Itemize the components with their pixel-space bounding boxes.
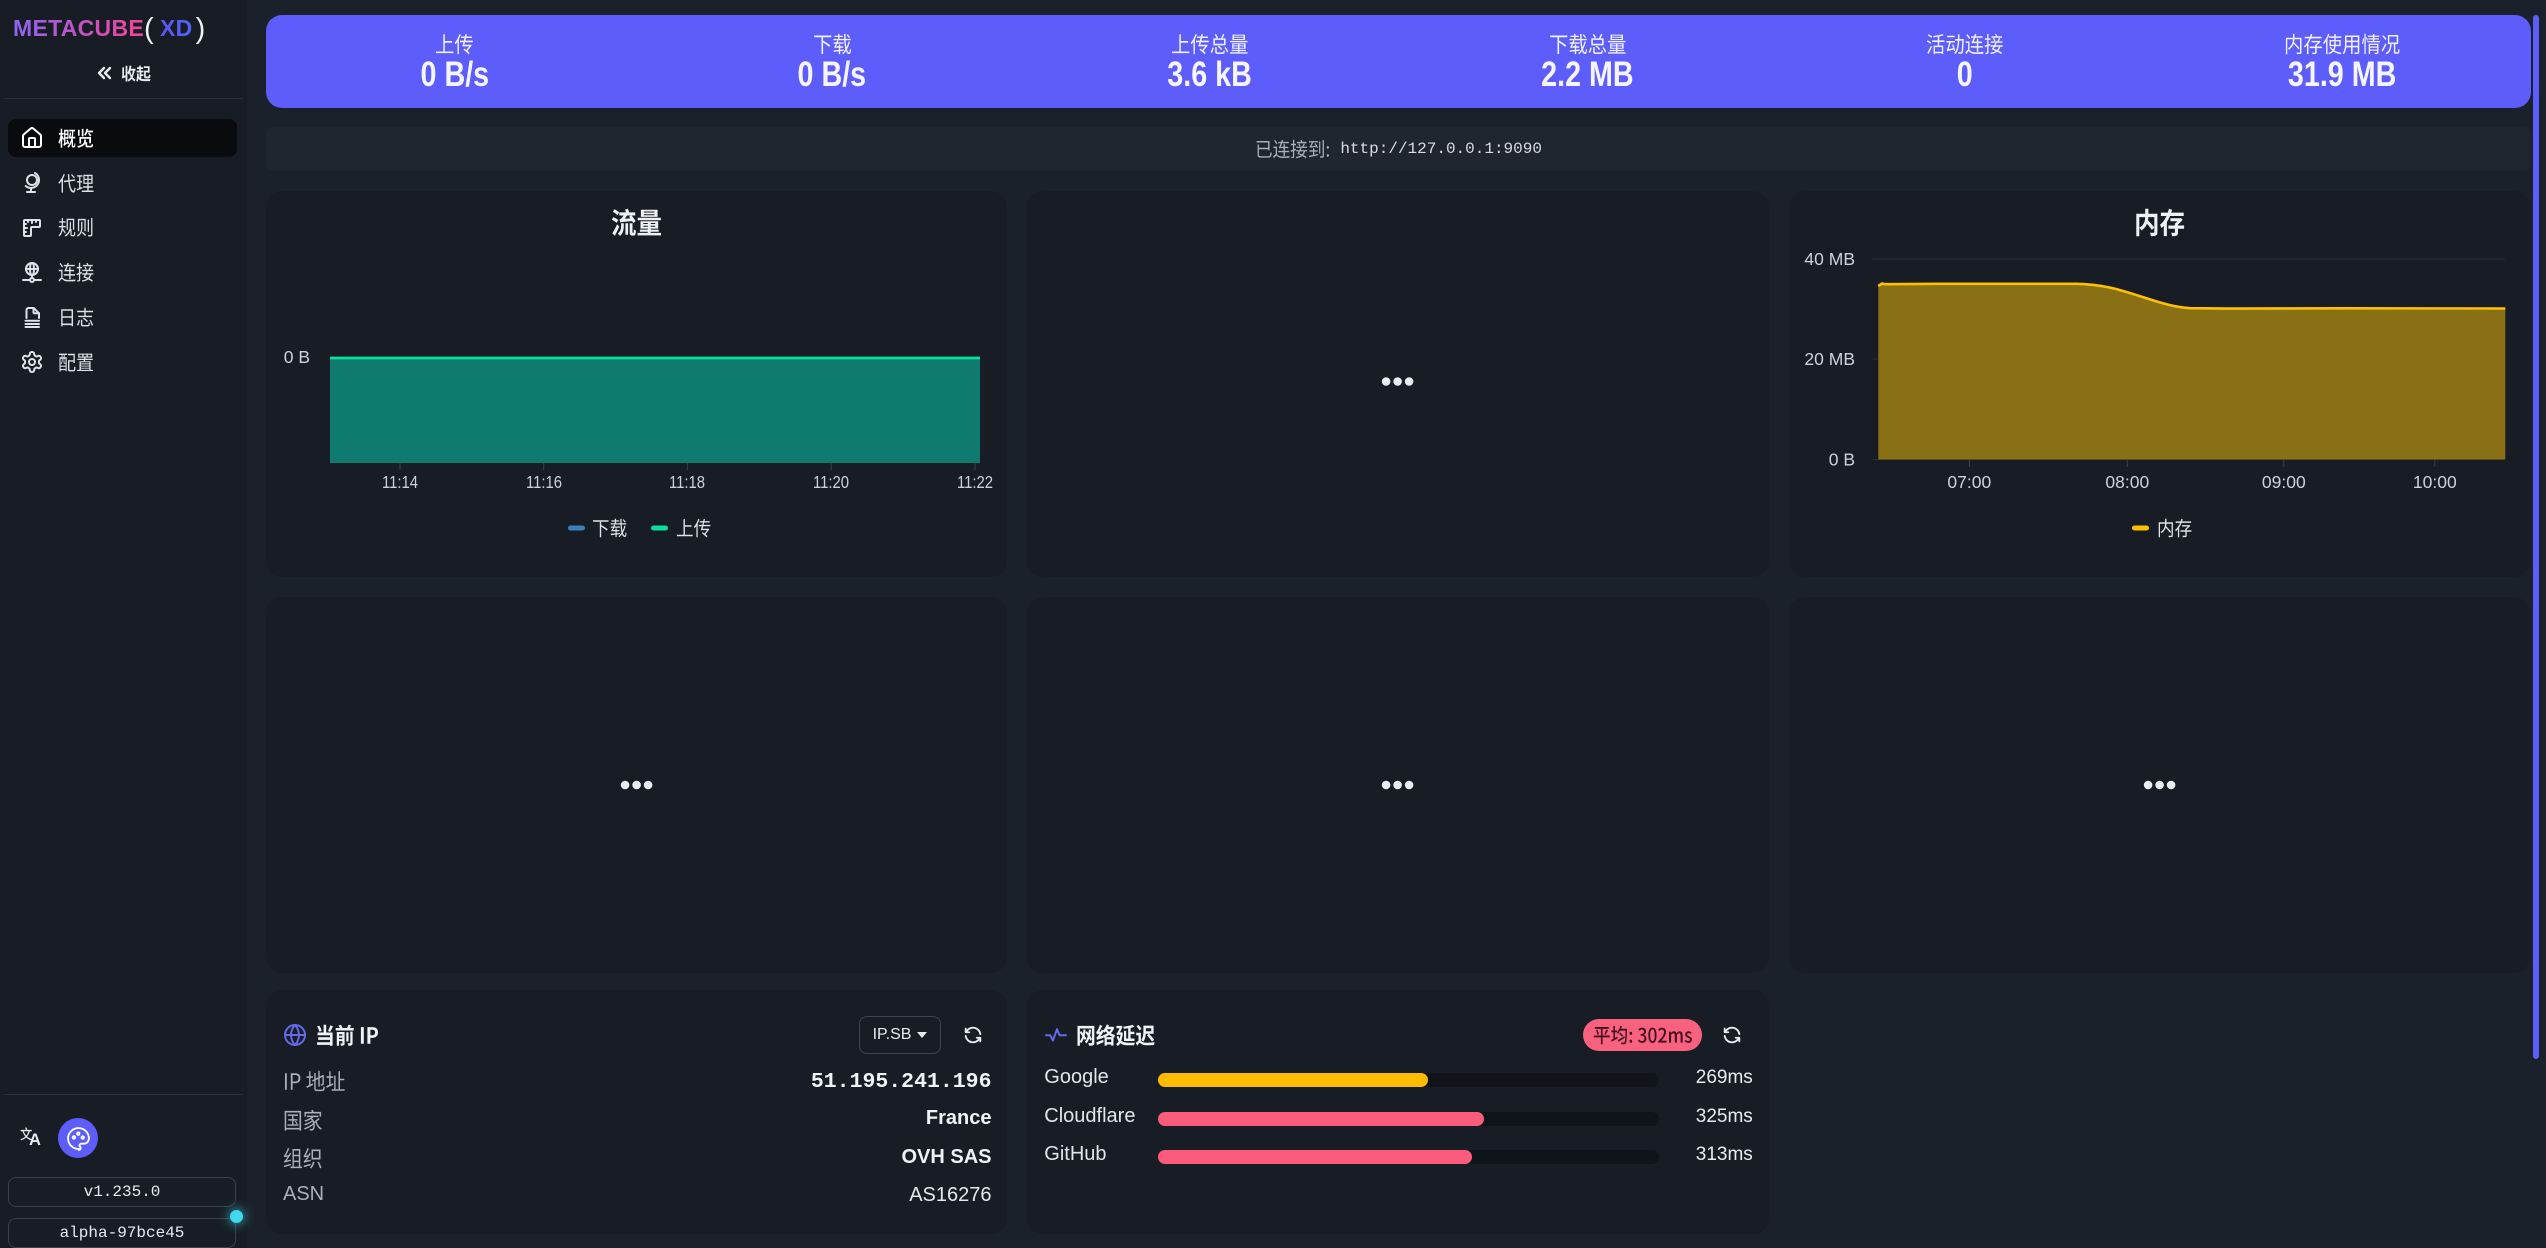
svg-text:0 B: 0 B [1828, 450, 1854, 470]
svg-text:10:00: 10:00 [2413, 472, 2457, 492]
svg-text:20 MB: 20 MB [1804, 349, 1855, 369]
svg-text:08:00: 08:00 [2105, 472, 2149, 492]
svg-text:40 MB: 40 MB [1804, 249, 1855, 269]
svg-text:0 B: 0 B [284, 347, 310, 367]
svg-text:07:00: 07:00 [1947, 472, 1991, 492]
svg-text:09:00: 09:00 [2262, 472, 2306, 492]
